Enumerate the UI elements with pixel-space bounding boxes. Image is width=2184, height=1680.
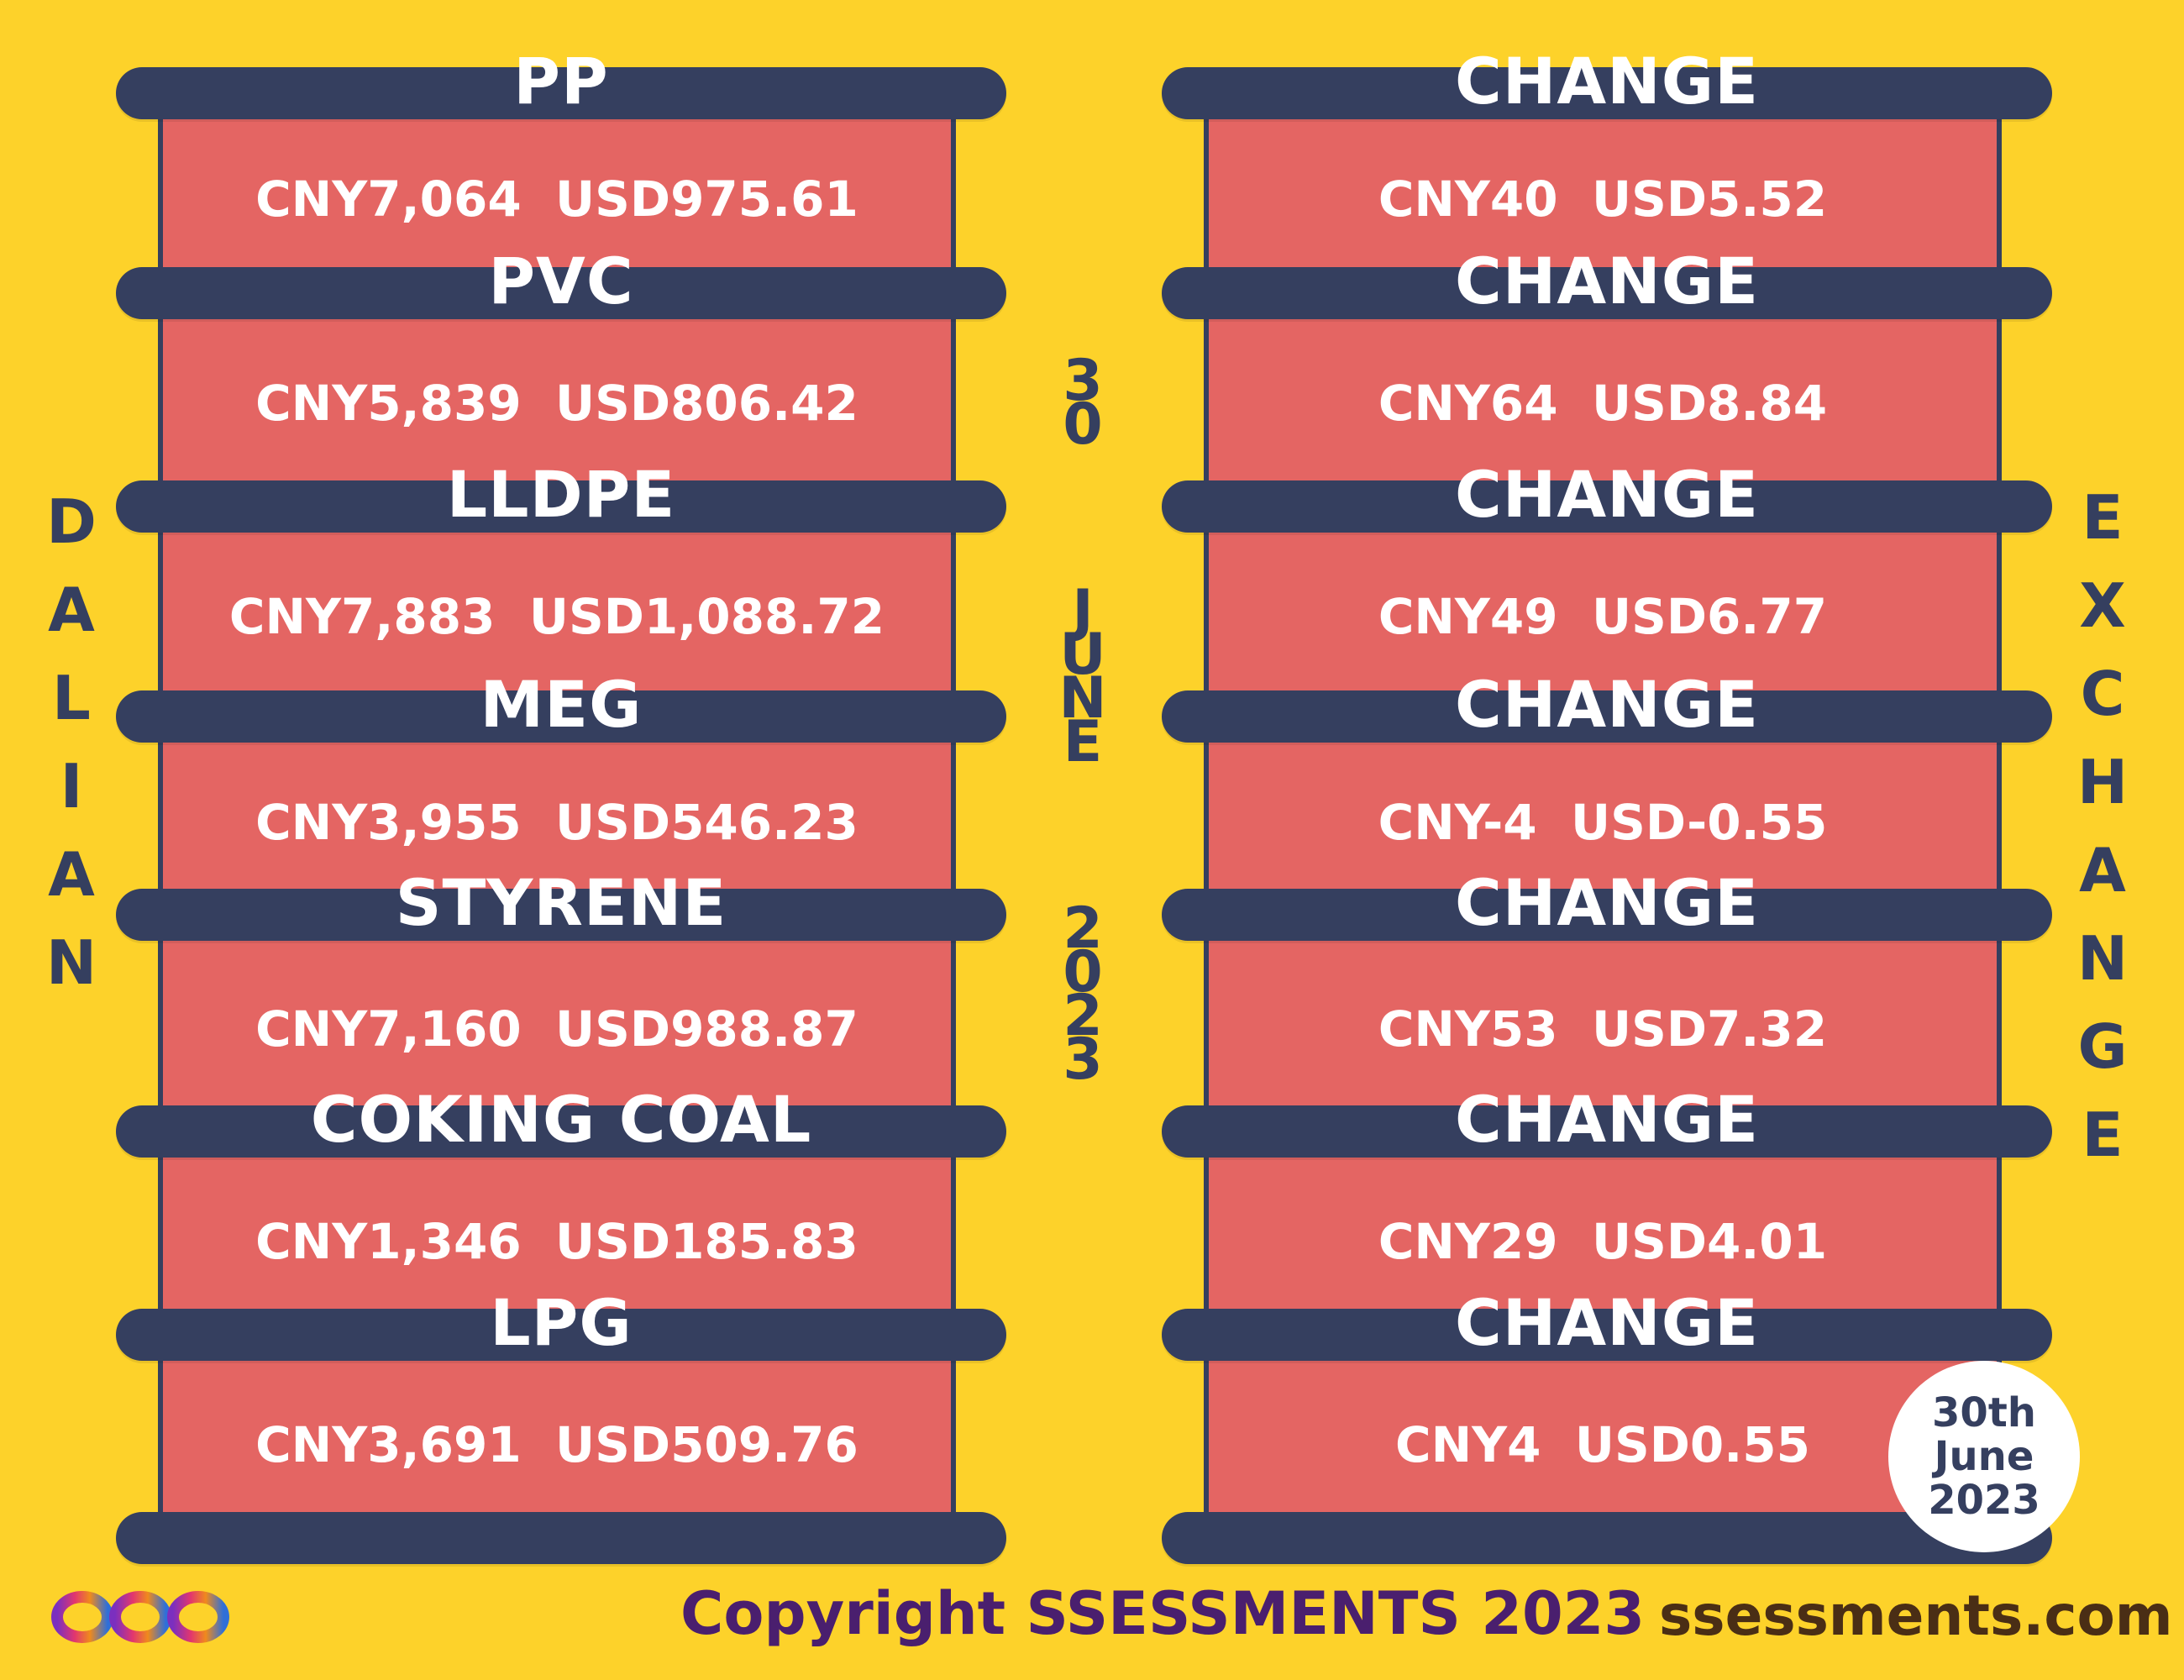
date-char: E <box>1063 709 1103 775</box>
label-letter: N <box>45 927 97 998</box>
label-letter: A <box>2079 835 2126 906</box>
change-header: CHANGE <box>1162 249 2052 319</box>
change-header: CHANGE <box>1162 1088 2052 1158</box>
change-header: CHANGE <box>1162 1291 2052 1361</box>
commodity-header: PVC <box>116 249 1006 319</box>
date-char: 0 <box>1063 939 1103 1005</box>
website-link[interactable]: ssessments.com <box>1659 1583 2173 1648</box>
commodity-header: MEG <box>116 673 1006 743</box>
date-badge-day: 30th <box>1932 1389 2036 1436</box>
price-panel: CNY7,064 USD975.61 <box>158 119 956 279</box>
commodity-header: LPG <box>116 1291 1006 1361</box>
change-header: CHANGE <box>1162 673 2052 743</box>
label-letter: L <box>52 663 91 733</box>
change-panel: CNY-4 USD-0.55 <box>1204 743 2002 902</box>
dalian-vertical-label: D A L I A N <box>42 491 101 1021</box>
change-header: CHANGE <box>1162 463 2052 533</box>
bottom-bar <box>1162 1512 2052 1564</box>
label-letter: C <box>2080 659 2125 729</box>
change-panel: CNY4 USD0.55 <box>1204 1361 2002 1529</box>
label-letter: E <box>2082 1100 2124 1170</box>
price-panel: CNY5,839 USD806.42 <box>158 319 956 487</box>
label-letter: A <box>48 839 95 910</box>
date-char: 3 <box>1063 348 1103 414</box>
bottom-bar <box>116 1512 1006 1564</box>
label-letter: D <box>46 486 97 557</box>
change-panel: CNY29 USD4.01 <box>1204 1158 2002 1326</box>
date-char: 3 <box>1063 1026 1103 1093</box>
label-letter: N <box>2076 923 2129 994</box>
price-panel: CNY7,160 USD988.87 <box>158 941 956 1117</box>
date-gap <box>1053 440 1112 583</box>
date-char: N <box>1058 665 1107 732</box>
price-panel: CNY7,883 USD1,088.72 <box>158 533 956 701</box>
label-letter: X <box>2079 570 2126 641</box>
exchange-vertical-label: E X C H A N G E <box>2073 487 2132 1193</box>
label-letter: H <box>2076 747 2129 817</box>
date-badge-month: June <box>1934 1433 2034 1480</box>
commodity-header: STYRENE <box>116 871 1006 941</box>
change-header: CHANGE <box>1162 50 2052 119</box>
copyright-text: Copyright SSESSMENTS 2023 <box>680 1579 1646 1648</box>
price-panel: CNY3,955 USD546.23 <box>158 743 956 902</box>
date-char: 2 <box>1063 983 1103 1049</box>
change-panel: CNY64 USD8.84 <box>1204 319 2002 487</box>
date-badge: 30th June 2023 <box>1888 1361 2080 1552</box>
infinity-loop-logo-icon <box>51 1591 229 1643</box>
date-char: 2 <box>1063 895 1103 962</box>
date-badge-year: 2023 <box>1928 1477 2040 1524</box>
price-panel: CNY1,346 USD185.83 <box>158 1158 956 1326</box>
date-char: J <box>1072 578 1094 644</box>
label-letter: G <box>2077 1011 2128 1082</box>
commodity-header: LLDPE <box>116 463 1006 533</box>
change-header: CHANGE <box>1162 871 2052 941</box>
label-letter: I <box>60 751 83 822</box>
price-panel: CNY3,691 USD509.76 <box>158 1361 956 1529</box>
commodity-header: PP <box>116 50 1006 119</box>
label-letter: A <box>48 575 95 645</box>
date-char: 0 <box>1063 391 1103 458</box>
date-gap <box>1053 758 1112 900</box>
commodity-header: COKING COAL <box>116 1088 1006 1158</box>
label-letter: E <box>2082 482 2124 553</box>
date-char: U <box>1059 622 1106 688</box>
date-vertical-label: 3 0 J U N E 2 0 2 3 <box>1053 348 1112 1093</box>
change-panel: CNY53 USD7.32 <box>1204 941 2002 1117</box>
change-panel: CNY40 USD5.52 <box>1204 119 2002 279</box>
change-panel: CNY49 USD6.77 <box>1204 533 2002 701</box>
